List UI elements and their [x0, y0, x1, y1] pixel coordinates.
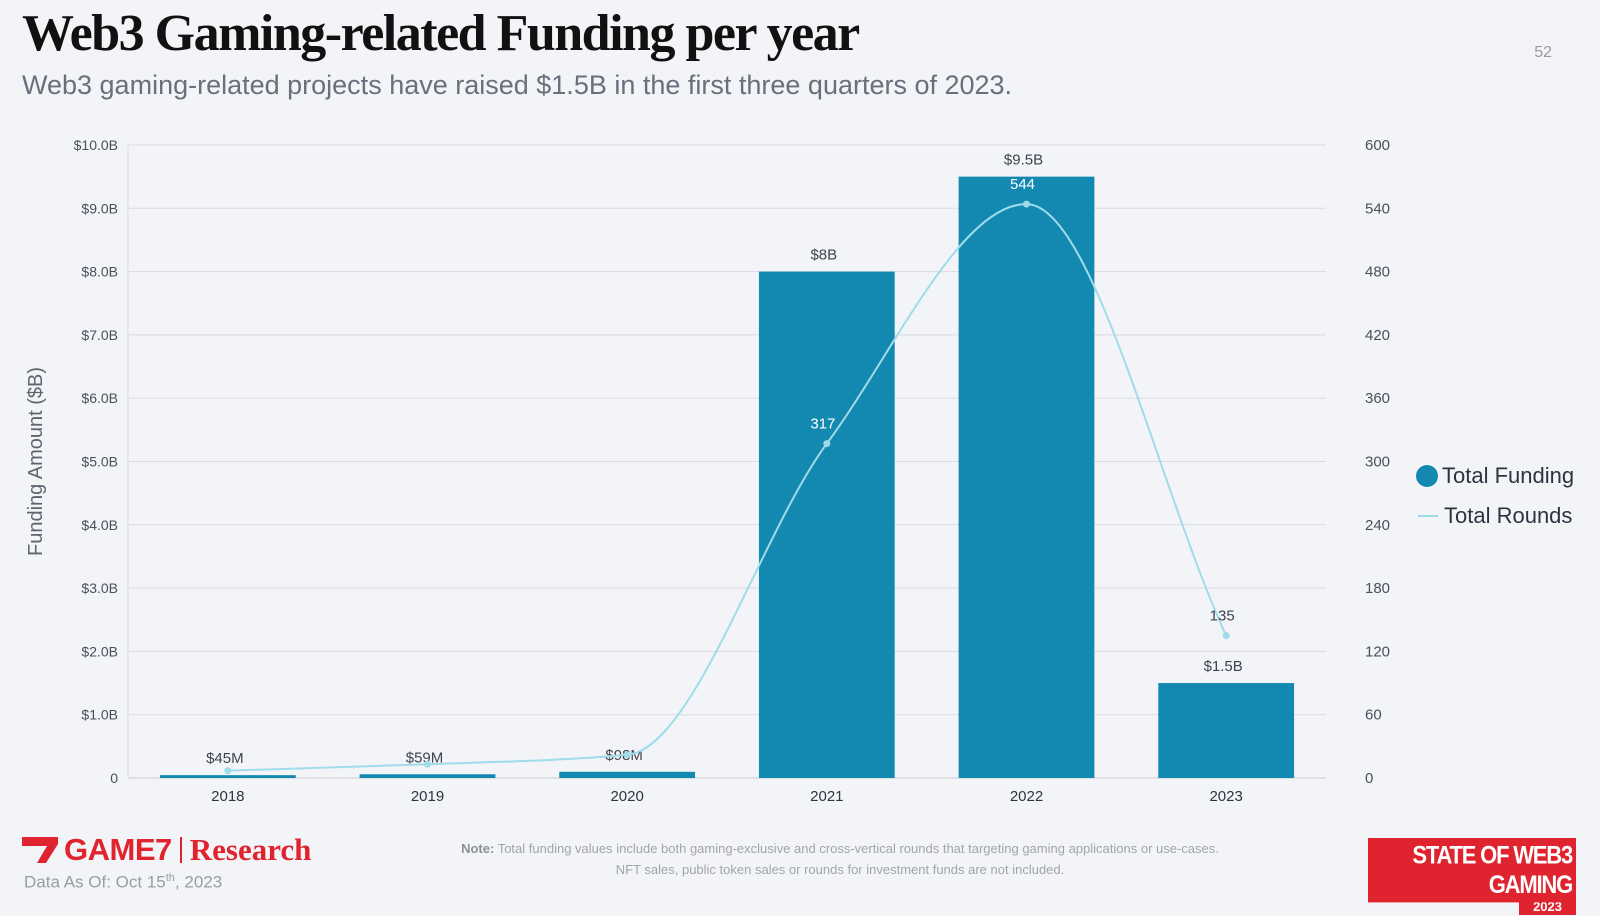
bar-2019: [359, 774, 496, 778]
y2-tick-label: 120: [1365, 643, 1390, 660]
data-as-of-sup: th: [165, 872, 175, 884]
bar-value-label: $8B: [810, 247, 837, 264]
legend-item-rounds: Total Rounds: [1418, 496, 1574, 536]
data-as-of-prefix: Data As Of: Oct 15: [24, 872, 166, 892]
note-line-2: NFT sales, public token sales or rounds …: [615, 862, 1065, 877]
y2-tick-label: 300: [1365, 454, 1390, 471]
x-tick-label: 2019: [411, 788, 444, 805]
y-tick-label: $10.0B: [74, 137, 118, 153]
rounds-value-label: 544: [1010, 176, 1035, 193]
y2-tick-label: 240: [1365, 517, 1390, 534]
y-tick-label: $6.0B: [81, 390, 118, 406]
rounds-value-label: 135: [1210, 608, 1235, 625]
y-tick-label: $5.0B: [81, 454, 118, 470]
x-tick-label: 2021: [810, 788, 843, 805]
data-as-of-suffix: , 2023: [174, 872, 223, 892]
note-line-1: Total funding values include both gaming…: [497, 841, 1219, 856]
legend-item-funding: Total Funding: [1416, 456, 1575, 496]
y2-tick-label: 60: [1365, 707, 1382, 724]
bar-value-label: $45M: [206, 750, 244, 767]
y2-tick-label: 420: [1365, 327, 1390, 344]
bar-2020: [559, 771, 696, 778]
y-tick-label: $9.0B: [81, 200, 118, 216]
game7-research-logo: GAME7 Research: [22, 832, 311, 868]
bar-2023: [1158, 683, 1295, 778]
rounds-point-2019: [424, 760, 431, 768]
rounds-point-2021: [823, 440, 831, 448]
bar-value-label: $1.5B: [1204, 658, 1243, 675]
bar-2021: [758, 271, 895, 778]
footnote: Note: Total funding values include both …: [400, 838, 1280, 880]
legend-swatch-funding: [1416, 465, 1438, 487]
badge-main-text: STATE OF WEB3 GAMING: [1368, 838, 1576, 903]
bar-value-label: $59M: [406, 749, 444, 766]
state-of-web3-gaming-badge: STATE OF WEB3 GAMING 2023: [1368, 838, 1576, 916]
x-tick-label: 2020: [610, 788, 643, 805]
y-tick-label: $8.0B: [81, 264, 118, 280]
x-tick-label: 2022: [1010, 788, 1043, 805]
chart-title: Web3 Gaming-related Funding per year: [22, 5, 860, 62]
y-tick-label: $7.0B: [81, 327, 118, 343]
logo-game7-text: GAME7: [64, 832, 172, 867]
y2-tick-label: 360: [1365, 390, 1390, 407]
logo-research-text: Research: [189, 832, 312, 867]
bar-value-label: $9.5B: [1004, 152, 1043, 169]
page-number: 52: [1534, 44, 1552, 61]
data-as-of: Data As Of: Oct 15th, 2023: [24, 872, 222, 893]
rounds-point-2023: [1222, 632, 1230, 640]
bar-2018: [159, 775, 296, 778]
y2-tick-label: 180: [1365, 580, 1390, 597]
chart-subtitle: Web3 gaming-related projects have raised…: [22, 70, 1013, 100]
rounds-point-2020: [623, 751, 631, 759]
note-label: Note:: [461, 841, 495, 856]
legend-swatch-rounds: [1418, 515, 1438, 517]
y-tick-label: 0: [110, 770, 118, 786]
chart-legend: Total Funding Total Rounds: [1416, 456, 1575, 536]
y2-tick-label: 600: [1365, 137, 1390, 154]
legend-label-funding: Total Funding: [1442, 463, 1575, 488]
y2-tick-label: 480: [1365, 264, 1390, 281]
y2-tick-label: 0: [1365, 770, 1373, 787]
game7-mark-icon: [22, 837, 58, 863]
y2-tick-label: 540: [1365, 200, 1390, 217]
logo-divider: [179, 837, 182, 863]
funding-chart: 0 $1.0B $2.0B $3.0B $4.0B $5.0B $6.0B $7.0B $8.0…: [25, 137, 1390, 805]
y-tick-label: $2.0B: [81, 643, 118, 659]
rounds-point-2022: [1023, 200, 1030, 208]
y-axis-label: Funding Amount ($B): [25, 367, 47, 556]
y-tick-label: $4.0B: [81, 517, 118, 533]
y-tick-label: $1.0B: [81, 707, 118, 723]
y-tick-label: $3.0B: [81, 580, 118, 596]
rounds-value-label: 317: [810, 416, 835, 433]
x-tick-label: 2023: [1209, 788, 1242, 805]
rounds-point-2018: [224, 767, 232, 775]
bar-2022: [958, 176, 1095, 778]
legend-label-rounds: Total Rounds: [1444, 503, 1573, 528]
x-tick-label: 2018: [211, 788, 244, 805]
